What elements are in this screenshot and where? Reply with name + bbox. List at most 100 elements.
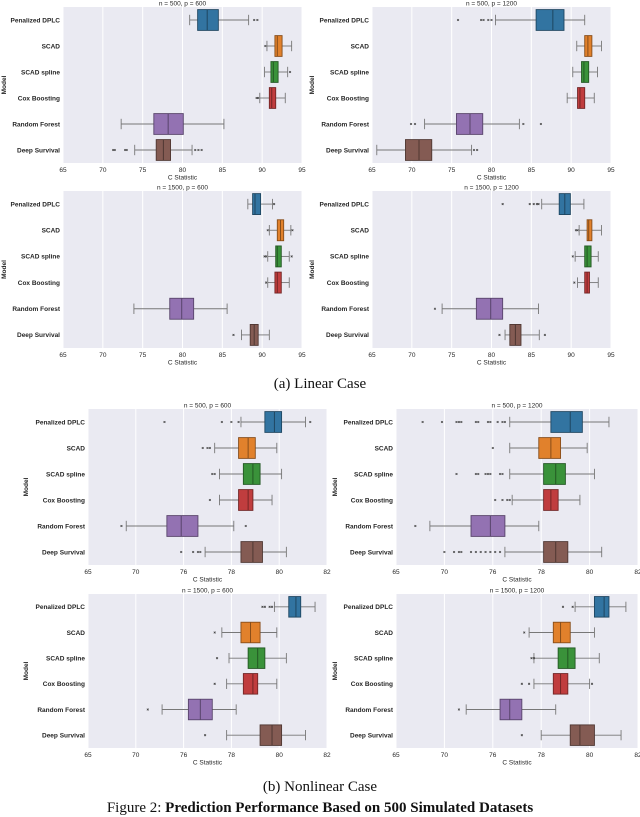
x-tick-label: 70: [408, 167, 416, 174]
box-scad-spline: [263, 245, 293, 268]
box-iqr: [197, 9, 219, 31]
box-random-forest: [409, 113, 543, 135]
panel-title: n = 1500, p = 1200: [464, 185, 519, 192]
panel-title: n = 500, p = 1200: [492, 403, 543, 410]
outlier-point: [270, 605, 274, 609]
x-tick-label: 85: [219, 167, 227, 174]
box-scad-spline: [572, 61, 598, 83]
category-label: Penalized DPLC: [344, 604, 394, 611]
box-random-forest: [133, 297, 228, 320]
box-penalized-dplc: [189, 9, 259, 31]
outlier-point: [237, 420, 240, 424]
outlier-point: [501, 472, 504, 476]
outlier-point: [211, 472, 214, 476]
x-tick-label: 75: [139, 352, 147, 359]
outlier-point: [244, 524, 247, 528]
box-random-forest: [146, 698, 237, 721]
panel-title: n = 500, p = 1200: [466, 1, 517, 8]
outlier-point: [484, 472, 487, 476]
outlier-point: [503, 420, 507, 424]
x-tick-label: 85: [528, 352, 536, 359]
x-tick-label: 82: [634, 752, 640, 759]
outlier-point: [452, 550, 456, 554]
outlier-point: [537, 202, 540, 206]
outlier-point: [571, 255, 574, 258]
outlier-point: [498, 333, 501, 337]
outlier-point: [194, 148, 197, 152]
outlier-point: [501, 420, 504, 424]
x-tick-label: 75: [448, 352, 456, 359]
x-tick-label: 70: [132, 569, 140, 576]
category-label: Penalized DPLC: [11, 17, 61, 24]
category-label: Random Forest: [345, 707, 394, 714]
outlier-point: [433, 307, 437, 310]
category-label: Cox Boosting: [327, 95, 369, 102]
x-tick-label: 80: [586, 569, 594, 576]
box-scad-spline: [571, 245, 599, 268]
outlier-point: [266, 229, 269, 232]
box-penalized-dplc: [421, 411, 610, 433]
x-tick-label: 75: [448, 167, 456, 174]
y-axis-label: Model: [1, 75, 8, 94]
category-label: Random Forest: [37, 523, 86, 530]
x-tick-label: 65: [368, 167, 376, 174]
outlier-point: [456, 18, 460, 22]
outlier-point: [530, 656, 533, 660]
y-axis-label: Model: [23, 477, 30, 496]
outlier-point: [201, 446, 204, 450]
x-tick-label: 76: [489, 569, 497, 576]
outlier-point: [460, 420, 463, 424]
category-label: Penalized DPLC: [36, 419, 86, 426]
category-label: Random Forest: [321, 121, 370, 128]
category-label: Cox Boosting: [327, 280, 369, 287]
box-scad: [213, 621, 278, 644]
box-iqr: [240, 541, 263, 563]
panel-3: 65 70 75 80 85 90 95 n = 1500, p = 600 C Statist…: [1, 185, 306, 367]
outlier-point: [489, 550, 492, 554]
x-tick-label: 78: [538, 569, 546, 576]
x-tick-label: 90: [259, 352, 267, 359]
box-scad: [266, 219, 294, 242]
figure-label: Figure 2:: [106, 800, 162, 816]
x-tick-label: 90: [259, 167, 267, 174]
panel-title: n = 1500, p = 600: [182, 588, 233, 595]
box-penalized-dplc: [501, 193, 585, 216]
plot-background: [396, 594, 638, 748]
x-tick-label: 82: [323, 569, 331, 576]
x-tick-label: 95: [607, 167, 615, 174]
box-iqr: [593, 596, 610, 618]
outlier-point: [440, 420, 444, 424]
outlier-point: [120, 524, 123, 528]
box-random-forest: [120, 515, 247, 537]
plot-background: [88, 409, 327, 565]
box-iqr: [538, 437, 562, 459]
outlier-point: [261, 605, 264, 609]
outlier-point: [532, 656, 536, 660]
x-tick-label: 76: [180, 752, 188, 759]
x-tick-label: 82: [634, 569, 640, 576]
box-cox-boosting: [494, 489, 581, 511]
outlier-point: [443, 550, 446, 554]
category-label: SCAD spline: [46, 471, 85, 478]
outlier-point: [472, 148, 476, 152]
outlier-point: [208, 446, 212, 450]
x-tick-label: 80: [179, 167, 187, 174]
outlier-point: [264, 44, 267, 48]
box-deep-survival: [203, 724, 306, 746]
category-label: Penalized DPLC: [344, 419, 394, 426]
box-iqr: [586, 219, 593, 242]
category-label: SCAD spline: [354, 471, 393, 478]
box-scad: [574, 219, 602, 242]
outlier-point: [196, 550, 200, 554]
outlier-point: [590, 682, 594, 686]
box-iqr: [550, 411, 583, 433]
x-axis-label: C Statistic: [502, 577, 532, 584]
category-label: Deep Survival: [17, 147, 60, 154]
outlier-point: [309, 420, 312, 424]
outlier-point: [197, 148, 200, 152]
subcaption-nonlinear: (b) Nonlinear Case: [262, 779, 378, 795]
plot-background: [396, 409, 638, 565]
box-iqr: [470, 515, 506, 537]
category-label: Cox Boosting: [43, 497, 85, 504]
